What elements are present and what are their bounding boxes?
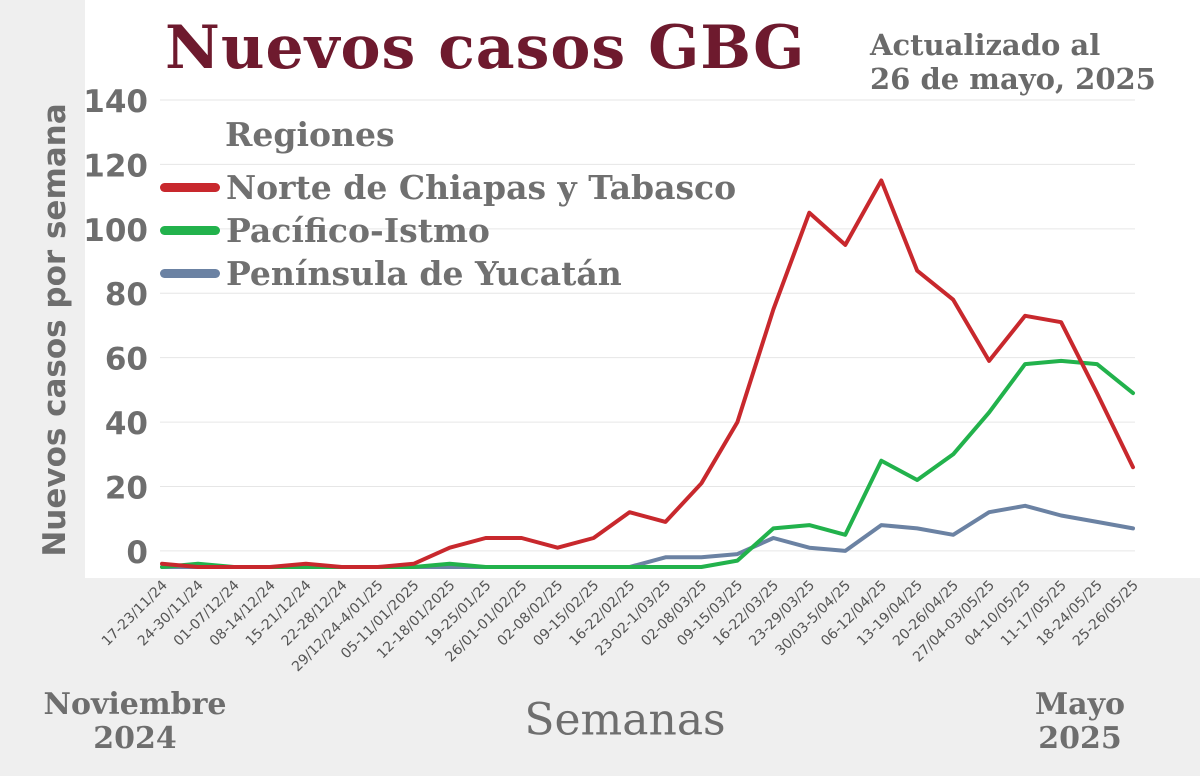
y-tick-label: 100 [83,213,148,249]
y-tick-label: 80 [105,277,148,313]
x-end-month: Mayo [1034,687,1126,722]
y-tick-label: 20 [105,470,148,506]
x-end-year: 2025 [1038,721,1122,756]
y-axis-ticks: 0 20 40 60 80 100 120 140 [83,84,148,571]
legend-label-pacifico: Pacífico-Istmo [226,211,490,250]
series-line-norte [160,178,1135,569]
x-axis-label: Semanas [524,694,726,746]
x-start-label: Noviembre 2024 [30,688,240,756]
legend-item-pacifico: Pacífico-Istmo [160,209,736,252]
legend-swatch-pacifico [160,226,220,235]
legend-label-norte: Norte de Chiapas y Tabasco [226,168,737,207]
y-tick-label: 60 [105,342,148,378]
y-tick-label: 0 [126,535,148,571]
plot-area [85,0,1200,578]
legend-item-peninsula: Península de Yucatán [160,252,736,295]
y-tick-label: 140 [83,84,148,120]
x-start-month: Noviembre [43,687,227,722]
update-note: Actualizado al 26 de mayo, 2025 [870,28,1156,96]
legend-swatch-norte [160,183,220,192]
x-end-label: Mayo 2025 [1010,688,1150,756]
legend-title: Regiones [225,115,395,154]
update-note-line-2: 26 de mayo, 2025 [870,62,1156,96]
x-start-year: 2024 [93,721,177,756]
chart-title: Nuevos casos GBG [165,13,806,83]
y-axis-label: Nuevos casos por semana [37,103,73,557]
grid-lines [160,99,1135,552]
legend-swatch-peninsula [160,269,220,278]
update-note-line-1: Actualizado al [870,28,1101,62]
legend-item-norte: Norte de Chiapas y Tabasco [160,166,736,209]
legend: Regiones Norte de Chiapas y Tabasco Pací… [160,115,736,295]
legend-label-peninsula: Península de Yucatán [226,254,622,293]
series-line-pacifico [160,358,1135,569]
y-tick-label: 120 [83,148,148,184]
series-lines [160,178,1135,569]
y-tick-label: 40 [105,406,148,442]
x-axis-ticks: 17-23/11/2424-30/11/2401-07/12/2408-14/1… [99,577,1142,675]
